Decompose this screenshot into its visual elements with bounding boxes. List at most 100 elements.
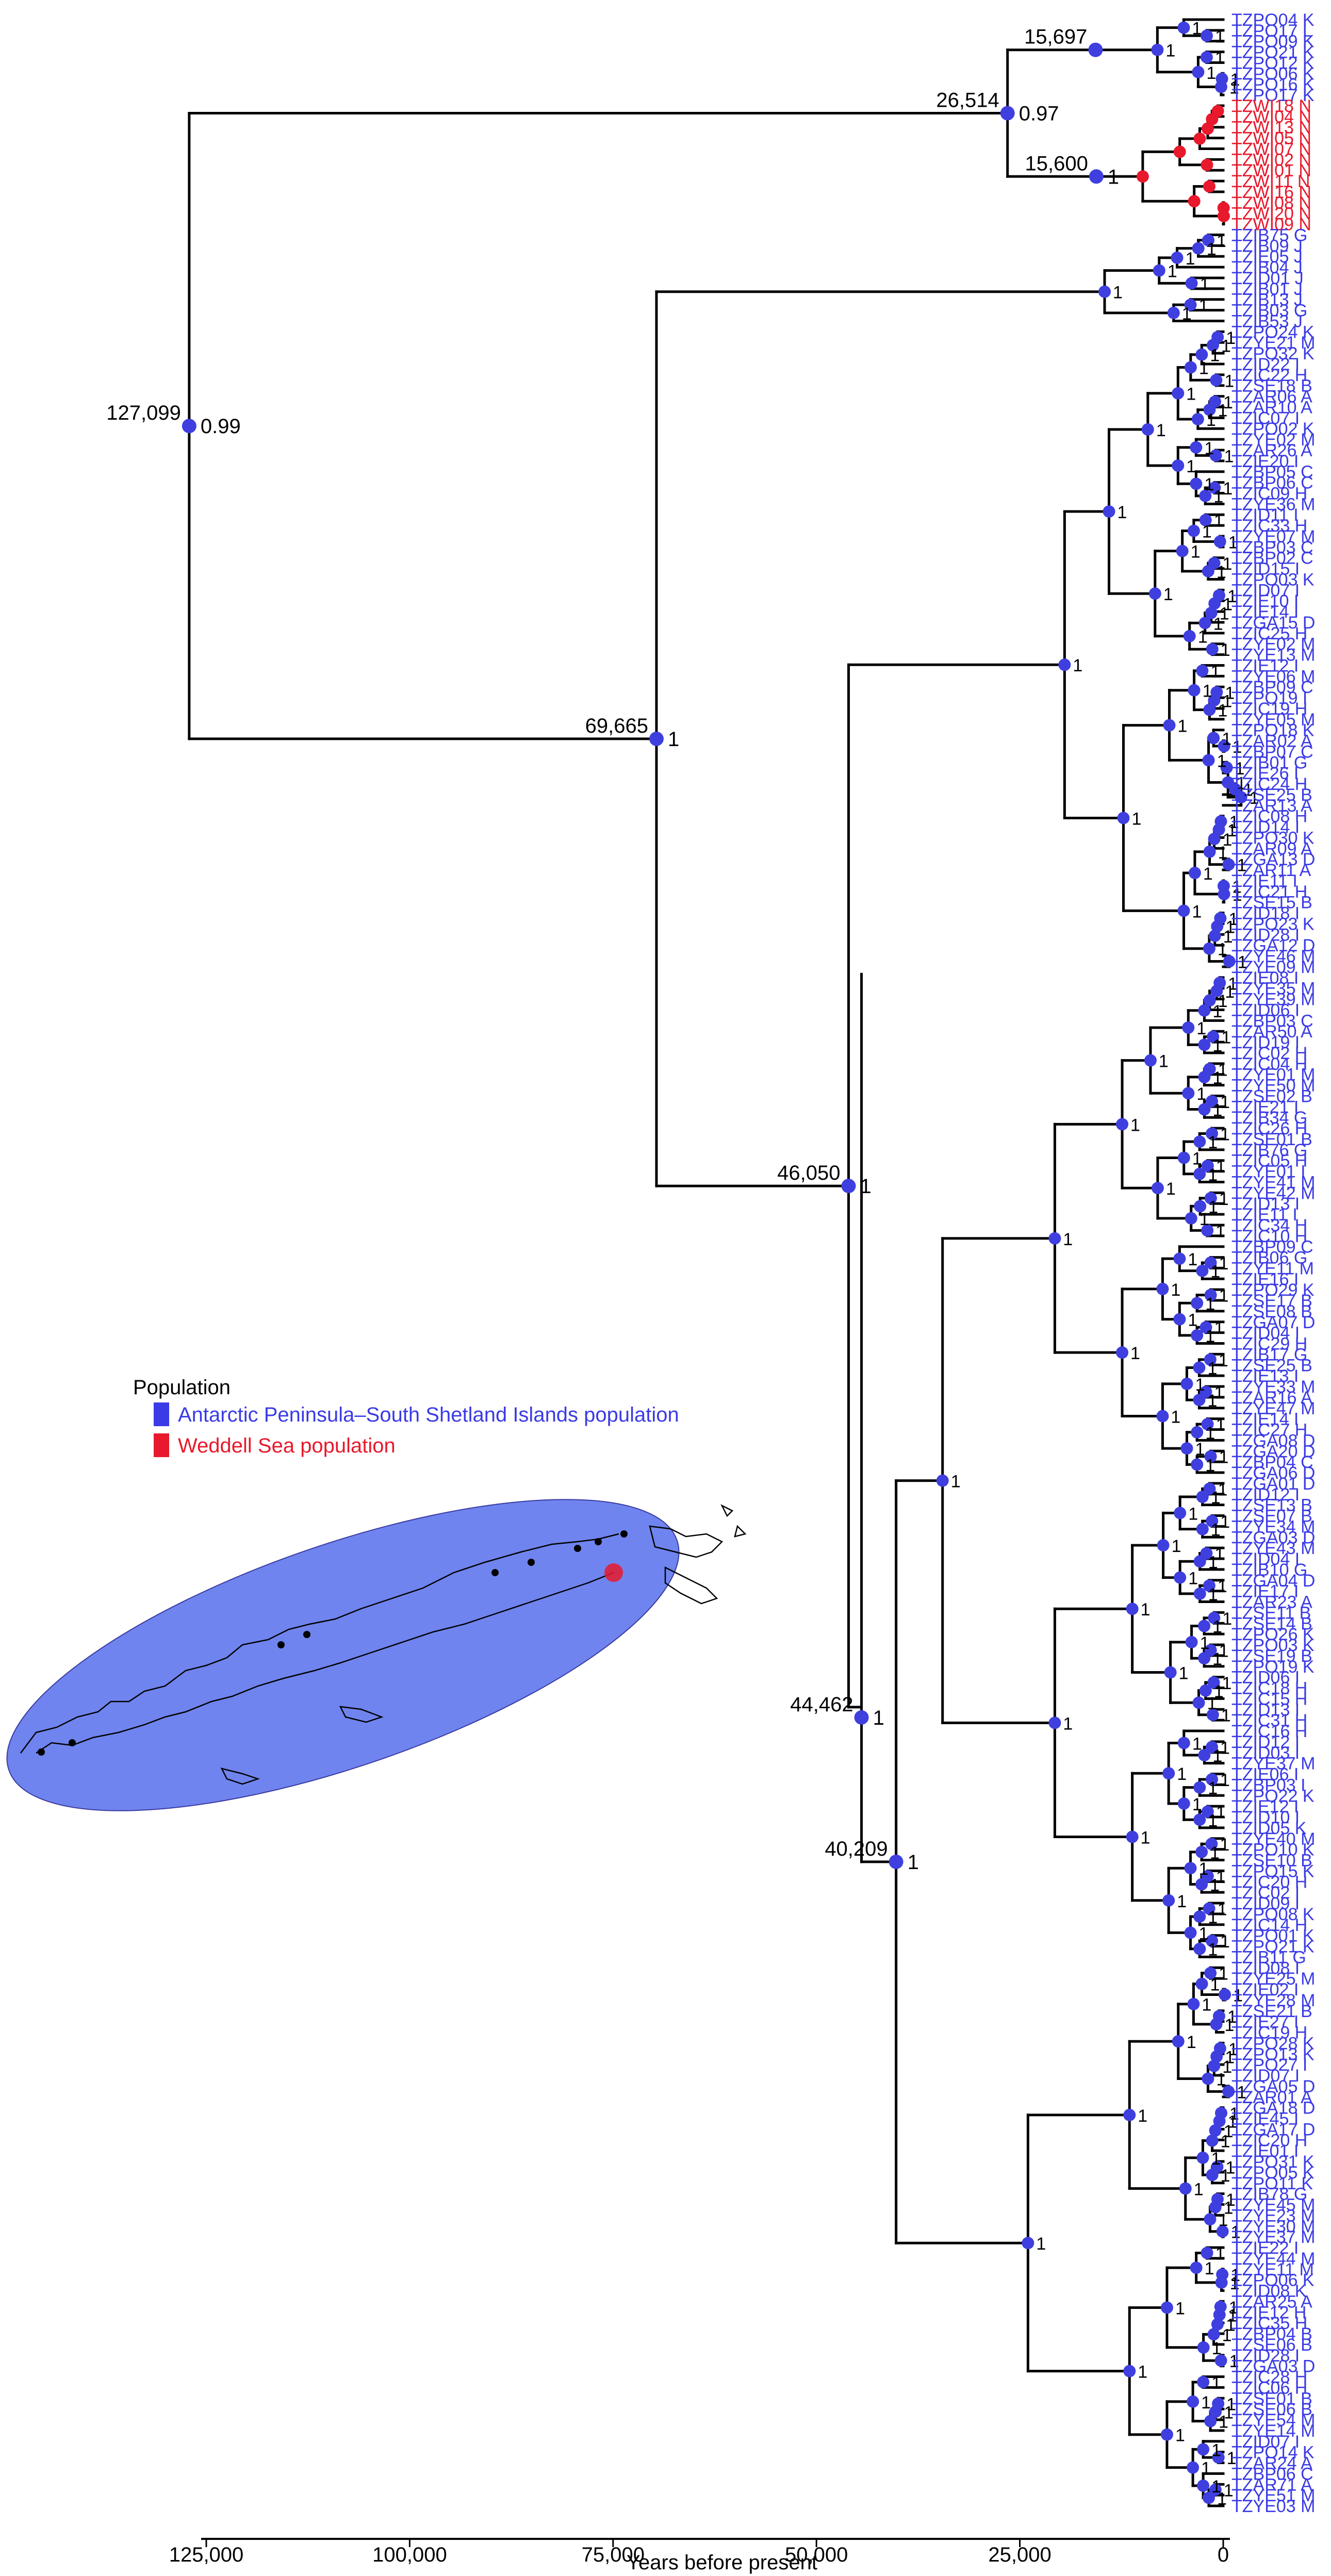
tip-label: TZPO30 K [1231,828,1314,848]
posterior-label: 1 [1199,359,1209,378]
tip-label: TZAR50 A [1231,1022,1312,1042]
tip-label: TZYE44 M [1231,2249,1315,2269]
tip-label: TZPO15 K [1231,1861,1314,1881]
node-marker [1173,145,1186,158]
posterior-label: 1 [1205,2259,1214,2278]
node-marker [1201,1224,1214,1237]
posterior-label: 1 [1215,27,1225,46]
posterior-label: 1 [1218,701,1227,721]
posterior-label: 1 [1138,2106,1147,2126]
node-marker [1209,2405,1222,2418]
node-age-label: 46,050 [777,1162,840,1184]
node-marker [1198,617,1211,630]
node-marker [1208,929,1221,942]
tip-label: TZPO21 K [1231,1937,1314,1957]
posterior-label: 1 [951,1472,961,1492]
tip-label: TZWI16 N [1231,183,1311,202]
node-marker [1208,482,1221,494]
tip-label: TZID04 I [1231,1549,1300,1569]
node-marker [1203,2491,1215,2504]
posterior-label: 1 [1196,1019,1206,1038]
posterior-label: 1 [1141,1828,1151,1848]
node-marker [1141,423,1154,436]
posterior-label: 1 [1178,717,1188,736]
node-marker [1187,2461,1199,2474]
posterior-label: 1 [1223,830,1233,850]
tree-branches [188,18,1243,2507]
coastline-inner [36,1572,614,1754]
posterior-label: 1 [1212,1649,1222,1669]
posterior-label: 1 [1220,1512,1230,1532]
posterior-label: 1 [1201,2459,1211,2479]
node-marker [1022,2237,1034,2250]
node-marker [1192,65,1205,78]
posterior-label: 1 [1222,1674,1232,1693]
posterior-label: 1 [1063,1714,1073,1733]
posterior-label: 1 [1216,1415,1226,1435]
posterior-label: 1 [1229,813,1239,832]
legend-swatch-weddell [154,1433,169,1457]
tip-label: TZPO12 K [1231,53,1314,73]
node-marker [1198,1749,1211,1762]
tip-label: TZIC27 H [1231,1421,1307,1440]
posterior-label: 1 [1233,737,1242,757]
posterior-label: 1 [1237,2083,1246,2102]
posterior-label: 1 [1218,1577,1227,1596]
posterior-label: 1 [1227,821,1237,840]
posterior-label: 1 [1228,2040,1238,2059]
posterior-label: 1 [1226,2395,1236,2415]
node-marker [1176,544,1189,557]
posterior-label: 1 [1243,781,1253,800]
posterior-label: 1 [1229,2298,1239,2318]
node-marker [1208,597,1221,610]
posterior-label: 1 [1198,628,1208,647]
node-labels: 1111111111111111111111111111111111111111… [106,19,1259,2509]
node-marker [1206,1935,1219,1947]
node-marker [1207,1676,1220,1689]
tip-label: TZID09 I [1231,1894,1300,1913]
tip-label: TZAR01 A [1231,2088,1312,2107]
node-marker [1201,1418,1214,1431]
node-marker [182,419,196,434]
node-marker [1203,845,1216,858]
tip-label: TZID06 I [1231,1668,1300,1688]
posterior-label: 1 [1212,1002,1222,1021]
posterior-label: 1 [1191,542,1201,562]
tip-label: TZIE20 I [1231,452,1299,471]
posterior-label: 1 [1226,2190,1236,2210]
posterior-label: 1 [1208,1165,1218,1185]
node-age-label: 15,697 [1024,26,1087,48]
tip-label: TZIB17 G [1231,1345,1307,1364]
posterior-label: 1 [1210,1876,1220,1895]
tip-label: TZYE42 M [1231,1183,1315,1203]
tip-label: TZIE08 I [1231,968,1299,988]
posterior-label: 1 [1222,691,1232,711]
posterior-label: 1 [1205,1424,1215,1443]
node-marker [1188,684,1201,697]
posterior-label: 1 [1195,1440,1205,1459]
posterior-label: 1 [1177,1892,1187,1911]
posterior-label: 1 [1172,1537,1181,1556]
node-age-label: 26,514 [936,89,999,112]
node-marker [1206,1127,1219,1140]
posterior-label: 1 [1228,2112,1238,2132]
tip-label: TZIC26 H [1231,1119,1307,1138]
tip-label: TZPO02 K [1231,419,1314,439]
tip-label: TZSE08 B [1231,1302,1312,1322]
posterior-label: 1 [1224,2403,1234,2422]
posterior-label: 1 [1192,1735,1202,1754]
tip-label: TZYE37 M [1231,2227,1315,2247]
tip-label: TZAR06 A [1231,387,1312,407]
node-age-label: 44,462 [790,1693,853,1716]
node-marker [1184,361,1197,374]
posterior-label: 1 [1216,2070,1226,2090]
tip-label: TZIB34 G [1231,1108,1307,1128]
node-marker [1200,51,1213,64]
posterior-label: 1 [1238,953,1247,972]
axis-tick-label: 50,000 [785,2544,848,2566]
legend: Population Antarctic Peninsula–South She… [133,1376,679,1457]
posterior-label: 1 [1219,1254,1229,1274]
tip-label: TZIC04 H [1231,1054,1307,1074]
tip-label: TZIE13 I [1231,1366,1299,1386]
tip-label: TZIE06 I [1231,1765,1299,1785]
